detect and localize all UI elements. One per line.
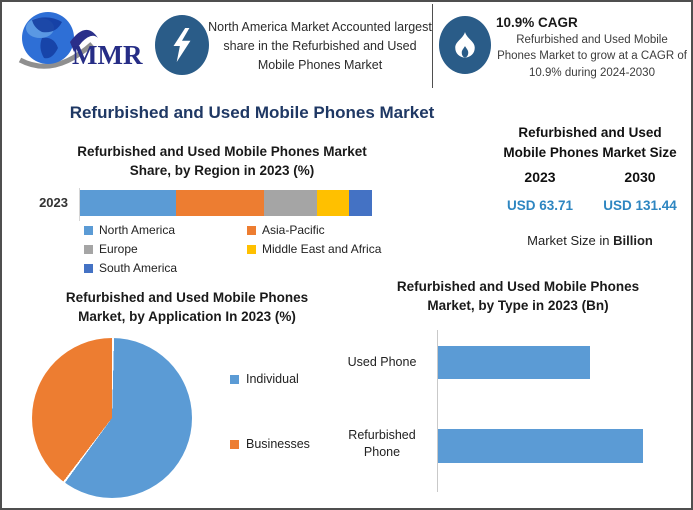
market-size-value-start: USD 63.71	[506, 198, 574, 214]
market-size-panel: Refurbished and Used Mobile Phones Marke…	[490, 123, 690, 248]
bar-segment-asia-pacific	[176, 190, 264, 216]
header-divider	[432, 4, 433, 88]
footnote-prefix: Market Size in	[527, 233, 614, 249]
legend-item-north-america: North America	[84, 223, 247, 237]
market-size-values: USD 63.71 USD 131.44	[490, 198, 690, 213]
header-highlight-text: North America Market Accounted largest s…	[208, 20, 432, 72]
cagr-title: 10.9% CAGR	[496, 15, 578, 30]
application-chart-title: Refurbished and Used Mobile Phones Marke…	[27, 289, 347, 327]
market-size-value-end: USD 131.44	[603, 198, 677, 214]
legend-marker-individual	[230, 374, 239, 384]
bar-segment-north-america	[80, 190, 177, 216]
type-category-refurbished-phone: Refurbished Phone	[348, 428, 416, 459]
bar-segment-middle-east-and-africa	[316, 190, 349, 216]
type-chart-title-line1: Refurbished and Used Mobile Phones	[396, 279, 640, 294]
page-title: Refurbished and Used Mobile Phones Marke…	[69, 103, 435, 122]
legend-marker-asia-pacific	[247, 225, 256, 235]
legend-item-south-america: South America	[84, 261, 247, 275]
legend-marker-europe	[84, 244, 93, 254]
legend-marker-north-america	[84, 225, 93, 235]
legend-item-asia-pacific: Asia-Pacific	[247, 223, 414, 237]
application-pie-chart	[32, 338, 192, 498]
globe-continent-north	[32, 17, 62, 33]
bar-segment-south-america	[348, 190, 372, 216]
region-chart-title-line1: Refurbished and Used Mobile Phones Marke…	[77, 144, 367, 159]
region-stacked-bar	[80, 190, 372, 216]
cagr-block: 10.9% CAGR Refurbished and Used Mobile P…	[496, 15, 688, 81]
market-size-title: Refurbished and Used Mobile Phones Marke…	[490, 123, 690, 162]
legend-item-europe: Europe	[84, 242, 247, 256]
market-size-footnote: Market Size in Billion	[490, 233, 690, 248]
region-chart-title-line2: Share, by Region in 2023 (%)	[129, 162, 315, 178]
pie-legend-item-businesses: Businesses	[230, 437, 310, 451]
legend-marker-south-america	[84, 263, 93, 273]
legend-label-individual: Individual	[246, 372, 299, 386]
application-chart-title-line1: Refurbished and Used Mobile Phones	[65, 290, 309, 305]
application-chart-title-line2: Market, by Application In 2023 (%)	[78, 308, 296, 324]
type-chart-title-line2: Market, by Type in 2023 (Bn)	[427, 297, 609, 313]
logo-swoosh-blue	[70, 29, 98, 52]
flame-icon	[439, 16, 491, 74]
legend-item-middle-east-and-africa: Middle East and Africa	[247, 242, 414, 256]
logo-text: MMR	[72, 40, 143, 70]
type-bar-refurbished-phone	[438, 429, 643, 463]
lightning-icon	[155, 15, 209, 75]
footnote-unit: Billion	[613, 233, 653, 249]
market-size-title-line1: Refurbished and Used	[518, 125, 662, 140]
legend-label-north-america: North America	[99, 223, 176, 237]
market-size-year-start: 2023	[524, 169, 556, 186]
pie-legend-item-individual: Individual	[230, 372, 299, 386]
market-size-title-line2: Mobile Phones Market Size	[503, 144, 677, 160]
legend-label-asia-pacific: Asia-Pacific	[262, 223, 325, 237]
legend-label-middle-east-and-africa: Middle East and Africa	[262, 242, 382, 256]
cagr-description: Refurbished and Used Mobile Phones Marke…	[497, 34, 687, 79]
lightning-glyph	[173, 28, 191, 62]
type-chart-title: Refurbished and Used Mobile Phones Marke…	[350, 278, 686, 316]
region-chart-title: Refurbished and Used Mobile Phones Marke…	[52, 143, 392, 181]
mmr-logo-graphic: MMR	[18, 12, 143, 70]
legend-label-businesses: Businesses	[246, 437, 310, 451]
flame-glyph	[455, 32, 475, 58]
region-axis-category: 2023	[39, 195, 68, 210]
type-bar-used-phone	[438, 346, 590, 379]
legend-marker-businesses	[230, 439, 239, 449]
logo-swoosh-gray	[18, 42, 94, 69]
market-size-year-end: 2030	[624, 169, 656, 186]
region-axis-line	[79, 188, 80, 221]
legend-label-south-america: South America	[99, 261, 178, 275]
bar-segment-europe	[263, 190, 317, 216]
market-size-years: 2023 2030	[490, 169, 690, 185]
region-legend: North America Asia-Pacific Europe Middle Ea…	[84, 223, 414, 275]
type-axis-line	[437, 330, 438, 492]
legend-marker-middle-east-and-africa	[247, 244, 256, 254]
globe-continent-south	[40, 37, 58, 59]
type-category-used-phone: Used Phone	[347, 355, 417, 369]
legend-label-europe: Europe	[99, 242, 138, 256]
mmr-logo: MMR	[12, 8, 144, 80]
